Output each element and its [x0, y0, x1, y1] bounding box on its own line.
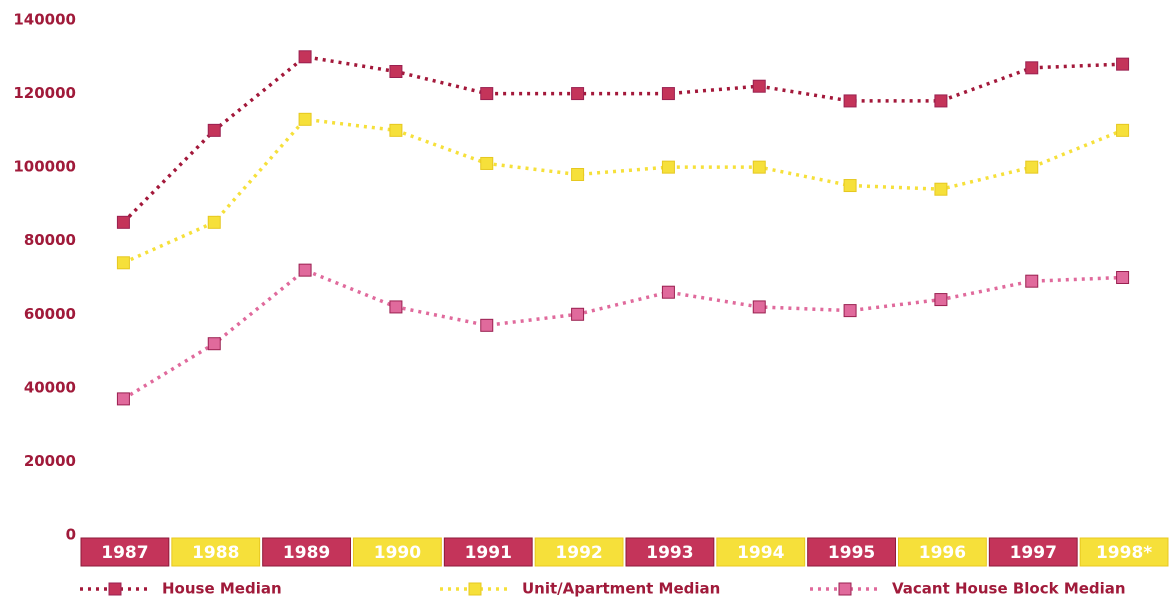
point-marker [1025, 160, 1039, 174]
x-tick-label: 1997 [1010, 543, 1057, 563]
point-marker [207, 337, 221, 351]
series-line [122, 54, 1123, 224]
category-box [353, 537, 442, 567]
y-tick-label: 0 [66, 526, 76, 544]
x-tick-label: 1988 [192, 543, 239, 563]
x-tick-label: 1995 [828, 543, 875, 563]
point-marker [661, 285, 675, 299]
point-marker [934, 94, 948, 108]
point-marker [480, 318, 494, 332]
y-tick-label: 60000 [24, 305, 76, 323]
x-tick-label: 1989 [283, 543, 330, 563]
point-marker [571, 87, 585, 101]
point-marker [752, 300, 766, 314]
legend-swatch [838, 582, 852, 596]
category-box [988, 537, 1078, 567]
point-marker [934, 293, 948, 307]
x-tick-label: 1994 [737, 543, 784, 563]
x-tick-label: 1996 [919, 543, 966, 563]
point-marker [571, 168, 585, 181]
x-tick-label: 1992 [555, 543, 602, 563]
y-tick-label: 40000 [24, 378, 76, 396]
x-tick-label: 1998* [1096, 543, 1152, 563]
point-marker [571, 307, 585, 321]
point-marker [480, 156, 494, 170]
point-marker [661, 160, 675, 174]
x-tick-label: 1993 [646, 543, 693, 563]
x-tick-label: 1991 [465, 543, 512, 563]
category-box [262, 537, 351, 567]
category-box [716, 537, 806, 567]
x-tick-label: 1987 [101, 543, 148, 563]
category-box [898, 537, 987, 567]
y-tick-label: 80000 [24, 231, 76, 249]
y-tick-label: 140000 [13, 11, 76, 29]
point-marker [207, 215, 221, 229]
point-marker [298, 263, 312, 277]
point-marker [752, 160, 766, 174]
point-marker [116, 256, 130, 270]
legend-swatch [468, 582, 482, 596]
point-marker [843, 94, 857, 108]
y-tick-label: 100000 [13, 158, 76, 176]
category-box [443, 537, 533, 567]
point-marker [207, 123, 221, 137]
series-line [122, 117, 1124, 265]
series-line [122, 268, 1123, 401]
point-marker [298, 112, 312, 126]
point-marker [934, 182, 948, 196]
category-box [171, 537, 261, 567]
point-marker [661, 87, 675, 101]
point-marker [1025, 61, 1039, 75]
point-marker [752, 79, 766, 93]
x-tick-label: 1990 [374, 543, 421, 563]
point-marker [389, 123, 403, 137]
category-box [534, 537, 624, 567]
point-marker [480, 87, 494, 101]
legend-label: Unit/Apartment Median [522, 580, 720, 598]
legend-label: Vacant House Block Median [892, 580, 1126, 598]
legend-swatch [108, 582, 122, 596]
category-box [807, 537, 897, 567]
category-box [80, 537, 170, 567]
point-marker [1116, 123, 1130, 137]
point-marker [843, 179, 857, 193]
point-marker [1116, 271, 1130, 284]
point-marker [298, 50, 312, 64]
point-marker [116, 392, 130, 406]
legend-label: House Median [162, 580, 282, 598]
y-tick-label: 120000 [13, 84, 76, 102]
y-tick-label: 20000 [24, 452, 76, 470]
point-marker [1025, 274, 1039, 288]
point-marker [116, 215, 130, 229]
point-marker [389, 65, 403, 78]
point-marker [843, 304, 857, 318]
category-box [1079, 537, 1169, 567]
point-marker [389, 300, 403, 314]
point-marker [1116, 57, 1130, 71]
category-box [625, 537, 715, 567]
